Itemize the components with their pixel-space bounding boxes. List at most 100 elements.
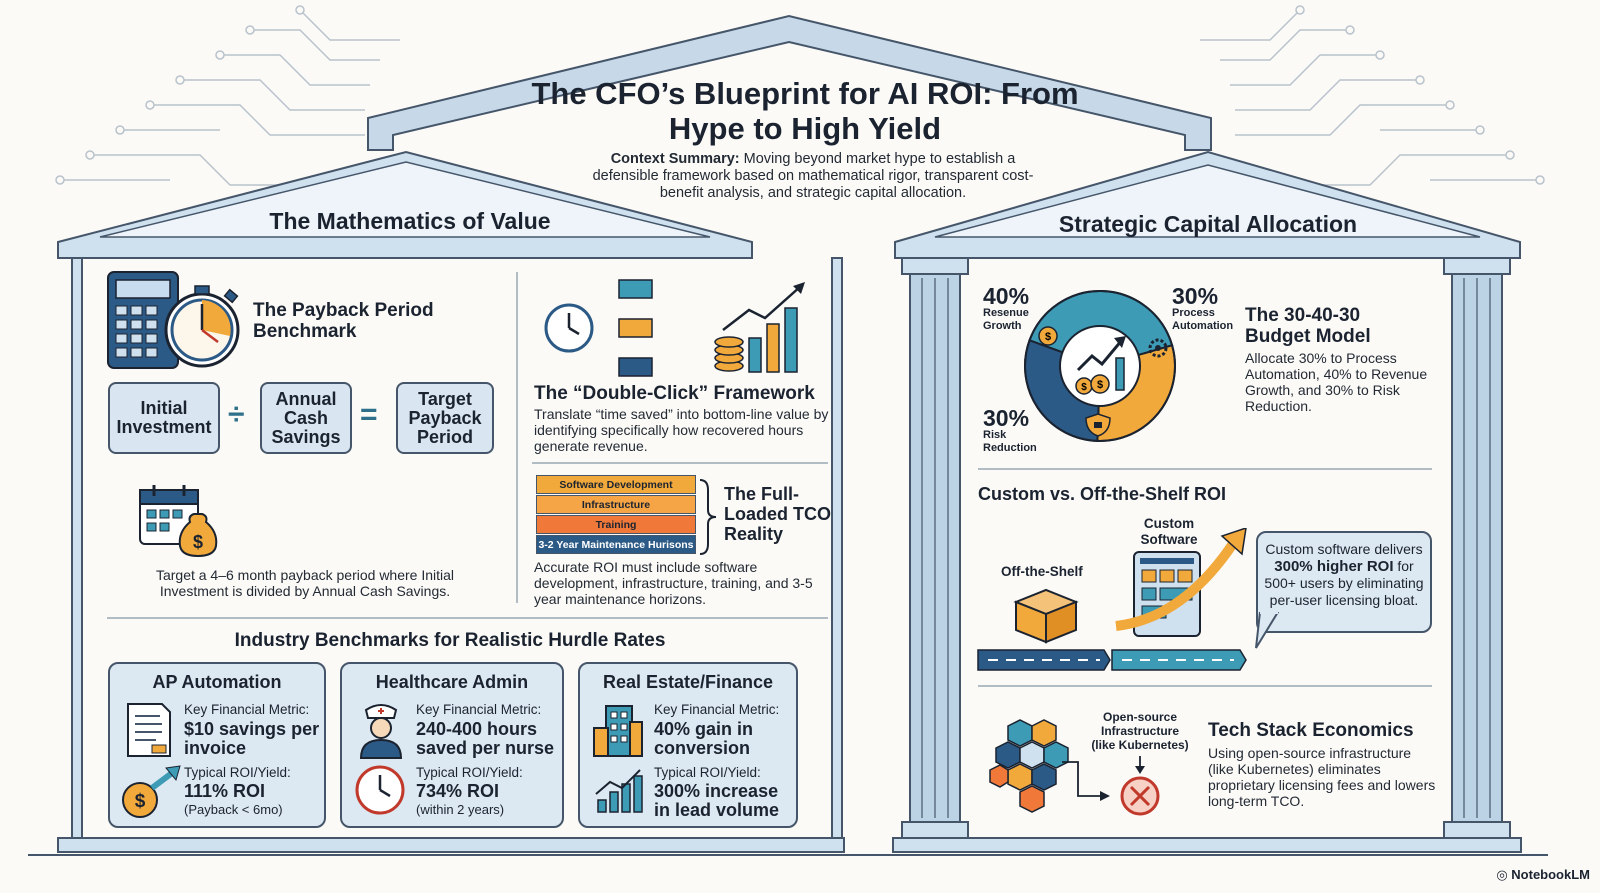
tco-text: Accurate ROI must include software devel…: [534, 559, 813, 607]
roi-value: 300% increase in lead volume: [654, 781, 780, 820]
tech-stack-text: Using open-source infrastructure (like K…: [1208, 745, 1436, 809]
svg-text:$: $: [1045, 331, 1051, 343]
circuit-traces-left: [60, 9, 400, 186]
callout-pre: Custom software delivers: [1265, 541, 1423, 557]
dollar-coin-icon: $: [1038, 326, 1058, 346]
callout-post: for 500+ users by eliminating per-user l…: [1264, 558, 1424, 608]
tco-layer-maintenance: 3-2 Year Maintenance Hurisons: [536, 535, 696, 554]
pct-process: 30%: [1172, 283, 1219, 309]
gear-icon: [1148, 338, 1168, 358]
left-base: [57, 837, 845, 853]
growth-chart-icon: $ $: [1075, 336, 1126, 395]
tech-stack-title: Tech Stack Economics: [1208, 720, 1414, 741]
tco-title: The Full-Loaded TCO Reality: [724, 484, 831, 544]
page-title: The CFO’s Blueprint for AI ROI: From Hyp…: [531, 76, 1079, 146]
callout-bold: 300% higher ROI: [1274, 558, 1394, 575]
metric-value: 40% gain in conversion: [654, 719, 754, 758]
svg-text:$: $: [193, 532, 203, 552]
custom-roi-callout: Custom software delivers 300% higher ROI…: [1256, 531, 1432, 633]
roi-note: (Payback < 6mo): [184, 802, 283, 817]
equals-operator: =: [360, 398, 378, 431]
card-title: AP Automation: [152, 672, 282, 692]
custom-vs-ots-title: Custom vs. Off-the-Shelf ROI: [978, 484, 1227, 504]
double-click-text: Translate “time saved” into bottom-line …: [534, 406, 829, 454]
initial-investment-box: Initial Investment: [108, 382, 220, 454]
no-fee-icon: [1120, 776, 1160, 816]
tco-layer-software: Software Development: [536, 475, 696, 494]
payback-caption: Target a 4–6 month payback period where …: [155, 567, 455, 599]
svg-text:$: $: [1097, 379, 1103, 391]
metric-label: Key Financial Metric:: [654, 702, 780, 717]
circuit-nodes-left: [55, 5, 305, 185]
label-revenue: Resenue Growth: [983, 307, 1029, 332]
label-process: Process Automation: [1172, 307, 1234, 332]
budget-model-title: The 30-40-30 Budget Model: [1245, 305, 1371, 347]
invoice-icon: [127, 703, 171, 757]
tco-layer-infrastructure: Infrastructure: [536, 495, 696, 514]
brace-icon: [699, 479, 717, 555]
cube-cluster-icon: [989, 719, 1069, 813]
double-click-graphic: [544, 279, 805, 377]
nurse-icon: [359, 704, 403, 759]
box-icon: [1013, 588, 1079, 644]
center-gable-roof: [367, 14, 1212, 151]
custom-software-label: Custom Software: [1140, 516, 1198, 547]
benchmarks-title: Industry Benchmarks for Realistic Hurdle…: [234, 630, 666, 651]
logo-icon: ◎: [1496, 867, 1512, 882]
roi-label: Typical ROI/Yield:: [184, 765, 291, 780]
context-label: Context Summary:: [610, 151, 740, 167]
double-click-title: The “Double-Click” Framework: [534, 383, 815, 404]
benchmark-card-real-estate: Real Estate/Finance Key Financial Metric…: [578, 662, 798, 828]
circuit-traces-right: [1200, 9, 1540, 186]
budget-model-text: Allocate 30% to Process Automation, 40% …: [1245, 350, 1428, 414]
svg-text:$: $: [135, 791, 146, 812]
metric-label: Key Financial Metric:: [416, 702, 542, 717]
lock-shield-icon: [1085, 413, 1111, 437]
off-the-shelf-label: Off-the-Shelf: [1001, 564, 1083, 579]
calendar-money-bag-icon: $: [139, 485, 218, 558]
tco-layer-training: Training: [536, 515, 696, 534]
context-summary: Context Summary: Moving beyond market hy…: [578, 151, 1048, 202]
roi-label: Typical ROI/Yield:: [416, 765, 523, 780]
card-title: Healthcare Admin: [375, 672, 529, 692]
budget-donut-chart: $ $ $: [1024, 290, 1176, 442]
metric-value: $10 savings per invoice: [184, 719, 320, 758]
oss-label: Open-source Infrastructure (like Kuberne…: [1091, 710, 1189, 752]
pct-risk: 30%: [983, 405, 1030, 431]
calculator-stopwatch-icon: [107, 271, 240, 369]
right-base: [892, 837, 1522, 853]
bar-chart-icon: [595, 769, 643, 813]
clock-icon: [355, 765, 405, 815]
circuit-nodes-right: [1295, 5, 1545, 185]
brand-name: NotebookLM: [1511, 867, 1590, 882]
roi-value: 111% ROI: [184, 781, 266, 801]
roi-value: 734% ROI: [416, 781, 500, 801]
svg-text:$: $: [1081, 382, 1087, 393]
callout-pointer: [1255, 612, 1280, 649]
tech-stack-graphic: [989, 719, 1160, 816]
payback-title: The Payback Period Benchmark: [253, 300, 434, 342]
right-pillar-right: [1443, 257, 1511, 839]
left-roof-title: The Mathematics of Value: [269, 208, 551, 234]
metric-value: 240-400 hours saved per nurse: [416, 719, 555, 758]
metric-label: Key Financial Metric:: [184, 702, 310, 717]
benchmark-card-healthcare-admin: Healthcare Admin Key Financial Metric: 2…: [340, 662, 564, 828]
card-title: Real Estate/Finance: [602, 672, 774, 692]
roi-note: (within 2 years): [416, 802, 505, 817]
right-roof-title: Strategic Capital Allocation: [1058, 211, 1358, 237]
benchmark-card-ap-automation: AP Automation $ Key Financial Metric: $1…: [108, 662, 326, 828]
growth-arrow: [1115, 533, 1243, 631]
left-right-wall: [831, 257, 843, 839]
label-risk: Risk Reduction: [983, 429, 1037, 454]
coin-growth-arrow-icon: $: [122, 765, 181, 818]
roi-label: Typical ROI/Yield:: [654, 765, 761, 780]
context-text: Moving beyond market hype to establish a…: [592, 151, 1034, 201]
right-pillar-left: [901, 257, 969, 839]
pct-revenue: 40%: [983, 283, 1030, 309]
divide-operator: ÷: [228, 398, 245, 431]
custom-vs-ots-graphic: [977, 528, 1247, 671]
target-payback-box: Target Payback Period: [396, 382, 494, 454]
brand-logo: ◎ NotebookLM: [1496, 867, 1590, 883]
building-icon: [593, 705, 643, 757]
